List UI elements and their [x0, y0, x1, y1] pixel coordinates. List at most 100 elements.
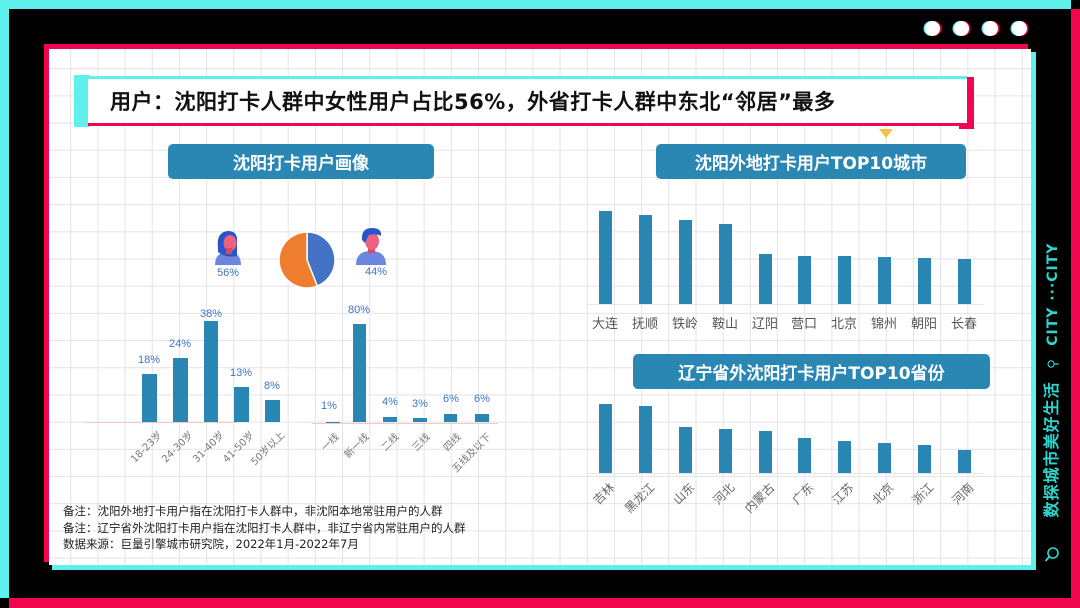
province-bar: [759, 431, 772, 473]
city-axis-label: 北京: [830, 317, 857, 332]
age-bar: [204, 321, 218, 422]
tier-value-label: 1%: [321, 400, 337, 412]
dot-icon: [1012, 21, 1027, 36]
tier-bar: [413, 418, 427, 422]
province-bar: [838, 441, 851, 473]
province-axis-label: 山东: [670, 480, 698, 508]
province-axis-label: 浙江: [909, 480, 937, 508]
age-bar: [234, 387, 249, 422]
tier-value-label: 3%: [412, 398, 428, 410]
city-bar: [798, 256, 811, 304]
female-percentage: 56%: [217, 267, 240, 279]
province-bar: [639, 406, 652, 473]
tier-value-label: 80%: [347, 304, 371, 316]
city-bar: [719, 224, 732, 304]
content-panel: 用户：沈阳打卡人群中女性用户占比56%，外省打卡人群中东北“邻居”最多 沈阳打卡…: [49, 49, 1031, 565]
section-header-label: 沈阳打卡用户画像: [233, 154, 369, 174]
city-axis-label: 大连: [591, 317, 618, 332]
male-percentage: 44%: [365, 266, 388, 278]
dot-icon: [954, 21, 969, 36]
city-axis-label: 鞍山: [711, 317, 738, 332]
age-axis-label: 31-40岁: [191, 429, 227, 466]
frame-top-border: [0, 0, 1071, 9]
female-user-icon: [215, 231, 241, 265]
province-axis-label: 河南: [949, 480, 977, 508]
frame-right-border: [1071, 9, 1080, 608]
tier-bar: [444, 414, 457, 422]
footnotes: 备注：沈阳外地打卡用户指在沈阳打卡人群中，非沈阳本地常驻用户的人群 备注：辽宁省…: [63, 503, 466, 553]
province-axis-label: 黑龙江: [621, 480, 658, 516]
province-bar: [878, 443, 891, 473]
province-bar: [599, 404, 612, 473]
city-bar: [759, 254, 772, 304]
province-axis-label: 内蒙古: [741, 480, 778, 516]
section-header-user-profile: 沈阳打卡用户画像: [168, 144, 434, 179]
age-bar: [142, 374, 157, 422]
tier-bar: [353, 324, 366, 422]
magnifier-icon: ⚲: [1046, 358, 1061, 369]
age-value-label: 8%: [264, 380, 280, 392]
province-bar: [798, 438, 811, 473]
age-bar: [265, 400, 280, 422]
section-header-label: 辽宁省外沈阳打卡用户TOP10省份: [678, 364, 945, 384]
tier-value-label: 6%: [474, 393, 490, 405]
tier-axis-label: 四线: [441, 431, 464, 454]
tier-axis-label: 一线: [319, 431, 342, 454]
data-source-note: 数据来源：巨量引擎城市研究院，2022年1月-2022年7月: [63, 537, 359, 551]
province-bar: [719, 429, 732, 473]
dot-icon: [925, 21, 940, 36]
section-header-top10-provinces: 辽宁省外沈阳打卡用户TOP10省份: [633, 354, 990, 389]
magnifier-icon: [1044, 547, 1059, 562]
cities-axis-line: [586, 304, 983, 305]
city-bar: [918, 258, 931, 304]
city-bar: [878, 257, 891, 304]
city-axis-label: 锦州: [870, 317, 897, 332]
age-axis-label: 18-23岁: [129, 429, 165, 466]
city-bar: [639, 215, 652, 304]
footnote: 备注：沈阳外地打卡用户指在沈阳打卡人群中，非沈阳本地常驻用户的人群: [63, 504, 443, 518]
window-dots: [925, 21, 1027, 36]
province-bar: [679, 427, 692, 473]
province-bar: [958, 450, 971, 473]
side-banner-slogan: 数探城市美好生活: [1042, 381, 1061, 518]
province-axis-label: 广东: [789, 480, 817, 508]
caret-icon: [879, 129, 893, 138]
tier-bar: [475, 414, 489, 422]
age-value-label: 24%: [168, 338, 192, 350]
city-axis-label: 长春: [950, 317, 977, 332]
side-banner-tag: CITY ···CITY: [1045, 242, 1061, 346]
side-banner: 数探城市美好生活 ⚲ CITY ···CITY: [1034, 190, 1066, 570]
age-bar: [173, 358, 188, 422]
tier-value-label: 4%: [382, 396, 398, 408]
title-accent: [74, 75, 90, 127]
city-bar: [838, 256, 851, 304]
city-axis-label: 铁岭: [671, 317, 698, 332]
age-axis-label: 24-30岁: [160, 429, 196, 466]
city-axis-label: 营口: [790, 317, 817, 332]
age-value-label: 13%: [229, 367, 253, 379]
city-axis-label: 抚顺: [631, 317, 658, 332]
provinces-axis-line: [586, 473, 983, 474]
province-axis-label: 江苏: [829, 480, 857, 508]
title-bar: 用户：沈阳打卡人群中女性用户占比56%，外省打卡人群中东北“邻居”最多: [88, 76, 967, 126]
side-banner-text: 数探城市美好生活 ⚲ CITY ···CITY: [1038, 243, 1062, 518]
frame-left-border: [0, 0, 9, 598]
age-value-label: 18%: [137, 354, 161, 366]
section-header-top10-cities: 沈阳外地打卡用户TOP10城市: [656, 144, 966, 179]
gender-pie-chart: [278, 231, 336, 289]
tier-axis-label: 三线: [410, 431, 433, 454]
tier-axis-line: [312, 423, 498, 424]
province-axis-label: 北京: [869, 480, 897, 508]
tier-bar: [383, 417, 397, 422]
province-axis-label: 河北: [710, 480, 738, 508]
tier-bar: [326, 422, 340, 423]
tier-axis-label: 二线: [379, 431, 402, 454]
page-title: 用户：沈阳打卡人群中女性用户占比56%，外省打卡人群中东北“邻居”最多: [110, 90, 836, 114]
province-bar: [918, 445, 931, 473]
dot-icon: [983, 21, 998, 36]
age-value-label: 38%: [199, 308, 223, 320]
city-axis-label: 朝阳: [910, 317, 937, 332]
city-bar: [958, 259, 971, 304]
footnote: 备注：辽宁省外沈阳打卡用户指在沈阳打卡人群中，非辽宁省内常驻用户的人群: [63, 520, 466, 535]
tier-value-label: 6%: [443, 393, 459, 405]
